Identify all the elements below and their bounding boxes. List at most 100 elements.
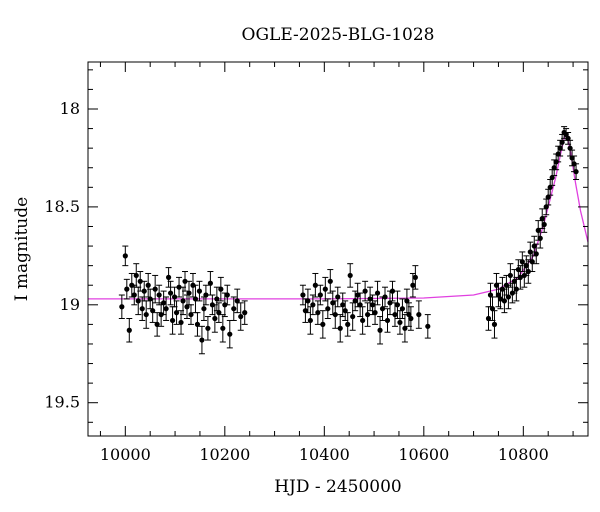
data-marker — [203, 292, 209, 298]
data-marker — [312, 282, 318, 288]
data-marker — [507, 272, 513, 279]
data-marker — [372, 310, 378, 316]
data-point — [337, 314, 344, 343]
data-marker — [176, 284, 182, 290]
x-tick-label: 10000 — [100, 445, 151, 464]
data-point — [226, 319, 233, 349]
data-point — [198, 325, 205, 355]
data-point — [322, 276, 329, 302]
data-point — [545, 188, 552, 206]
data-marker — [357, 302, 363, 308]
data-marker — [392, 311, 398, 318]
data-marker — [135, 298, 141, 304]
data-marker — [360, 317, 366, 324]
data-marker — [332, 311, 338, 318]
data-marker — [307, 317, 313, 324]
data-point — [567, 139, 574, 157]
data-point — [167, 280, 174, 306]
data-marker — [416, 311, 422, 318]
y-tick-label: 18 — [60, 99, 80, 118]
data-marker — [234, 298, 240, 304]
data-marker — [320, 321, 326, 327]
data-point — [565, 131, 572, 145]
data-marker — [355, 292, 361, 298]
data-marker — [156, 292, 162, 298]
data-marker — [300, 292, 306, 298]
data-point — [143, 300, 150, 329]
data-marker — [165, 274, 172, 280]
data-point — [202, 284, 209, 306]
data-point — [180, 286, 187, 316]
data-marker — [402, 325, 408, 331]
data-marker — [327, 278, 333, 284]
data-point — [319, 310, 326, 339]
data-marker — [325, 306, 331, 312]
data-point — [505, 284, 512, 310]
y-tick-label: 18.5 — [44, 197, 80, 216]
data-marker — [212, 315, 218, 322]
data-marker — [337, 325, 343, 331]
data-marker — [305, 298, 311, 304]
data-point — [302, 298, 309, 323]
data-marker — [529, 259, 535, 265]
data-point — [347, 263, 354, 288]
data-marker — [535, 227, 541, 233]
data-marker — [495, 292, 502, 298]
data-point — [491, 310, 498, 339]
data-marker — [167, 290, 174, 296]
data-marker — [537, 235, 543, 241]
data-marker — [513, 286, 519, 292]
data-marker — [543, 204, 549, 210]
data-marker — [242, 310, 248, 316]
data-marker — [493, 282, 500, 288]
data-point — [357, 292, 364, 318]
data-marker — [406, 311, 412, 318]
data-marker — [511, 278, 517, 284]
data-marker — [489, 306, 496, 312]
data-point — [165, 267, 172, 288]
data-point — [519, 251, 526, 273]
data-point — [359, 306, 366, 335]
data-point — [187, 304, 194, 325]
data-point — [384, 308, 391, 333]
data-point — [327, 269, 334, 294]
data-marker — [531, 243, 537, 249]
data-marker — [379, 306, 386, 312]
data-marker — [517, 274, 523, 280]
data-point — [364, 302, 371, 327]
data-marker — [227, 331, 233, 337]
data-point — [185, 280, 192, 306]
data-marker — [231, 306, 237, 312]
data-marker — [408, 315, 414, 322]
data-marker — [171, 294, 178, 300]
data-marker — [194, 321, 201, 327]
data-point — [493, 272, 500, 298]
data-marker — [126, 327, 132, 333]
data-marker — [199, 337, 205, 343]
x-axis-label: HJD - 2450000 — [274, 477, 402, 497]
data-marker — [154, 321, 160, 327]
y-tick-label: 19.5 — [44, 393, 80, 412]
data-marker — [205, 325, 211, 331]
data-point — [362, 280, 369, 302]
data-marker — [394, 302, 401, 308]
data-point — [118, 294, 125, 320]
data-marker — [485, 315, 492, 322]
data-point — [237, 302, 244, 331]
data-point — [382, 286, 389, 308]
data-marker — [315, 310, 321, 316]
data-marker — [163, 306, 169, 312]
data-marker — [186, 290, 192, 296]
data-marker — [545, 194, 551, 200]
data-marker — [519, 259, 525, 265]
model-curve-layer — [88, 135, 589, 300]
data-marker — [201, 306, 207, 312]
data-point — [176, 276, 183, 298]
data-marker — [350, 313, 356, 320]
data-point — [224, 284, 231, 306]
x-tick-label: 10800 — [498, 445, 549, 464]
data-marker — [322, 286, 328, 292]
data-point — [517, 265, 524, 290]
data-point — [122, 245, 129, 267]
data-marker — [362, 288, 368, 294]
